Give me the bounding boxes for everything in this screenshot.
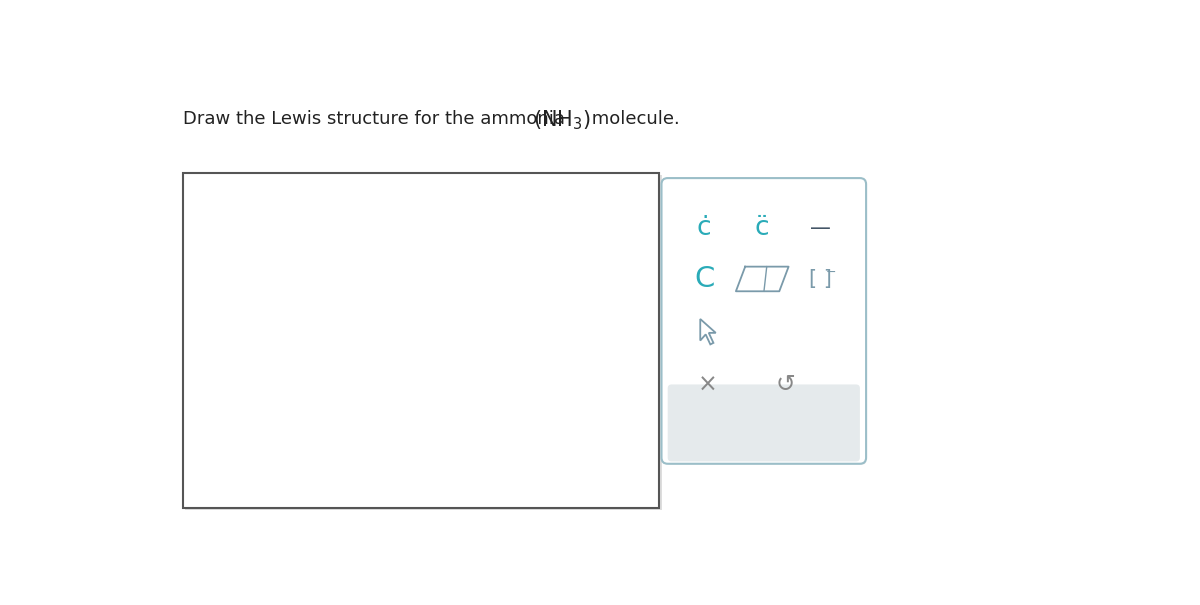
FancyBboxPatch shape <box>666 183 866 465</box>
Text: [ ]: [ ] <box>809 269 832 289</box>
Text: Draw the Lewis structure for the ammonia: Draw the Lewis structure for the ammonia <box>182 110 570 128</box>
Text: c̈: c̈ <box>755 215 769 241</box>
Text: ċ: ċ <box>697 215 712 241</box>
Text: molecule.: molecule. <box>586 110 679 128</box>
Text: $\left(\mathrm{NH_3}\right)$: $\left(\mathrm{NH_3}\right)$ <box>533 108 590 132</box>
Text: —: — <box>810 218 830 238</box>
FancyBboxPatch shape <box>661 178 866 464</box>
Text: C: C <box>694 265 714 293</box>
Polygon shape <box>701 319 715 344</box>
FancyBboxPatch shape <box>667 384 860 462</box>
Text: ↺: ↺ <box>775 373 796 396</box>
Text: ×: × <box>698 373 718 396</box>
FancyBboxPatch shape <box>185 175 661 510</box>
FancyBboxPatch shape <box>182 172 659 508</box>
Text: −: − <box>826 266 836 280</box>
